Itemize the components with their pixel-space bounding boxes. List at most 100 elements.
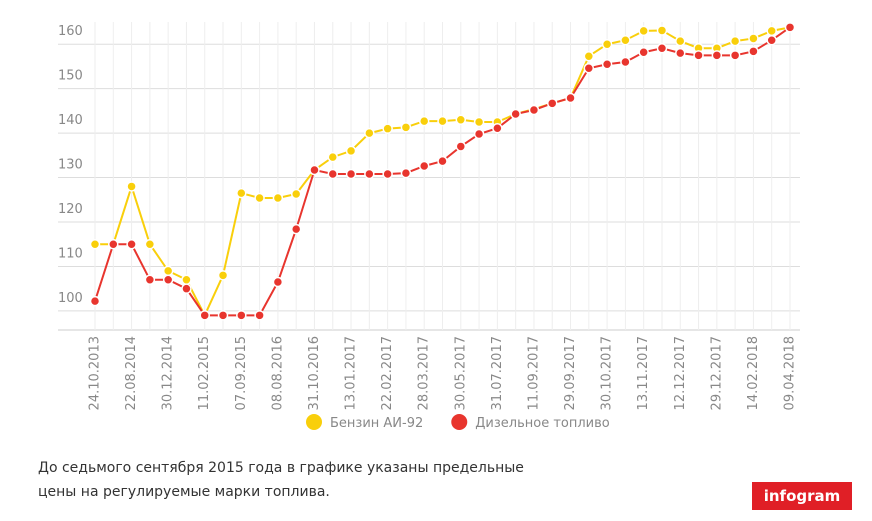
data-point bbox=[766, 25, 777, 37]
x-tick-label: 31.10.2016 bbox=[307, 336, 322, 410]
brand-logo[interactable]: infogram bbox=[752, 482, 852, 510]
data-point bbox=[711, 50, 723, 61]
y-tick-label: 100 bbox=[58, 291, 83, 306]
data-point bbox=[748, 46, 759, 57]
data-point bbox=[510, 108, 521, 120]
data-point bbox=[400, 122, 412, 133]
data-point bbox=[638, 46, 649, 58]
data-point bbox=[254, 192, 265, 204]
data-point bbox=[583, 62, 595, 74]
data-point bbox=[675, 35, 686, 47]
data-point bbox=[418, 115, 430, 127]
x-tick-label: 08.08.2016 bbox=[270, 336, 285, 410]
y-tick-label: 130 bbox=[58, 158, 83, 173]
data-point bbox=[675, 47, 686, 59]
data-point bbox=[693, 50, 704, 61]
data-point bbox=[236, 310, 247, 321]
data-point bbox=[583, 50, 595, 62]
x-tick-label: 31.07.2017 bbox=[490, 336, 505, 410]
data-point bbox=[199, 310, 210, 321]
data-point bbox=[364, 127, 375, 139]
data-point bbox=[254, 310, 265, 321]
data-point bbox=[748, 33, 759, 44]
data-point bbox=[290, 223, 302, 235]
y-tick-label: 140 bbox=[58, 113, 83, 128]
data-point bbox=[492, 122, 503, 134]
data-point bbox=[620, 56, 631, 68]
data-point bbox=[656, 25, 668, 36]
x-tick-label: 28.03.2017 bbox=[417, 336, 432, 410]
data-point bbox=[766, 34, 777, 46]
data-point bbox=[528, 104, 540, 116]
data-point bbox=[217, 310, 229, 321]
x-tick-label: 29.12.2017 bbox=[709, 336, 724, 410]
data-point bbox=[89, 238, 101, 250]
chart: 100 110 120 130 140 150 160 24.10.2013 22.08.201… bbox=[58, 22, 800, 431]
y-tick-label: 120 bbox=[58, 202, 83, 217]
data-point bbox=[455, 141, 467, 152]
data-point bbox=[437, 155, 448, 167]
x-tick-label: 30.10.2017 bbox=[600, 336, 615, 410]
data-point bbox=[364, 168, 375, 180]
data-point bbox=[565, 92, 576, 104]
footnote: До седьмого сентября 2015 года в графике… bbox=[38, 460, 524, 500]
data-point bbox=[236, 187, 247, 199]
data-point bbox=[327, 151, 339, 163]
x-tick-label: 11.02.2015 bbox=[197, 336, 212, 410]
y-tick-label: 160 bbox=[58, 24, 83, 39]
data-point bbox=[784, 22, 796, 33]
data-point bbox=[601, 58, 613, 70]
data-point bbox=[217, 270, 229, 281]
legend-label: Дизельное топливо bbox=[475, 416, 610, 431]
x-tick-label: 24.10.2013 bbox=[88, 336, 103, 410]
data-point bbox=[620, 34, 631, 46]
x-tick-label: 12.12.2017 bbox=[673, 336, 688, 410]
x-tick-label: 11.09.2017 bbox=[526, 336, 541, 410]
data-point bbox=[272, 276, 284, 288]
x-tick-label: 29.09.2017 bbox=[563, 336, 578, 410]
data-point bbox=[382, 168, 393, 180]
data-point bbox=[181, 283, 192, 294]
data-point bbox=[126, 181, 137, 192]
x-tick-label: 07.09.2015 bbox=[234, 336, 249, 410]
data-point bbox=[309, 164, 320, 176]
x-tick-label: 30.12.2014 bbox=[161, 336, 176, 410]
data-point bbox=[382, 123, 393, 134]
y-tick-label: 150 bbox=[58, 69, 83, 84]
data-point bbox=[473, 128, 485, 140]
x-tick-label: 30.05.2017 bbox=[453, 336, 468, 410]
data-point bbox=[345, 145, 357, 157]
data-point bbox=[656, 42, 668, 54]
legend-label: Бензин АИ-92 bbox=[330, 416, 423, 431]
data-point bbox=[546, 98, 558, 109]
data-point bbox=[418, 160, 430, 172]
data-point bbox=[437, 115, 448, 127]
data-point bbox=[400, 167, 412, 179]
data-point bbox=[729, 50, 741, 61]
x-tick-label: 22.08.2014 bbox=[124, 336, 139, 410]
data-point bbox=[108, 238, 119, 250]
data-point bbox=[455, 114, 467, 126]
data-point bbox=[162, 274, 174, 286]
data-point bbox=[473, 116, 485, 128]
legend-marker bbox=[306, 414, 322, 430]
x-tick-label: 09.04.2018 bbox=[783, 336, 798, 410]
data-point bbox=[638, 25, 649, 37]
data-point bbox=[144, 274, 156, 286]
data-point bbox=[89, 295, 101, 307]
x-tick-label: 22.02.2017 bbox=[380, 336, 395, 410]
data-point bbox=[144, 238, 156, 250]
data-point bbox=[729, 35, 741, 47]
x-tick-label: 13.01.2017 bbox=[344, 336, 359, 410]
data-point bbox=[272, 192, 284, 204]
data-point bbox=[327, 168, 339, 180]
data-point bbox=[126, 238, 137, 250]
x-tick-label: 13.11.2017 bbox=[636, 336, 651, 410]
data-point bbox=[290, 188, 302, 200]
data-point bbox=[181, 274, 192, 286]
legend-marker bbox=[451, 414, 468, 430]
x-tick-label: 14.02.2018 bbox=[746, 336, 761, 410]
data-point bbox=[162, 265, 174, 277]
data-point bbox=[601, 38, 613, 50]
